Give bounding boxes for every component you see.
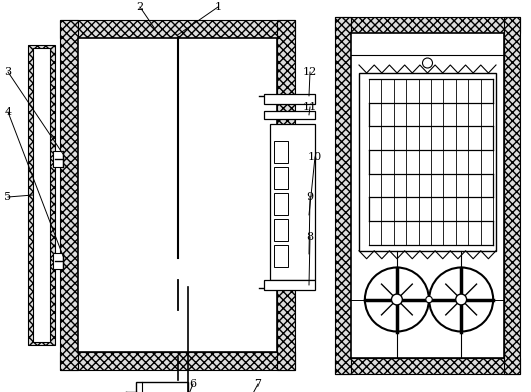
- Circle shape: [429, 267, 493, 332]
- Text: 6: 6: [190, 379, 196, 389]
- Bar: [264, 94, 315, 104]
- Bar: [270, 124, 315, 280]
- Bar: [264, 280, 315, 290]
- Circle shape: [423, 58, 433, 68]
- Bar: [33, 48, 50, 342]
- Bar: [60, 20, 295, 38]
- Bar: [277, 20, 295, 370]
- Bar: [274, 219, 288, 241]
- Bar: [78, 38, 277, 352]
- Bar: [60, 352, 295, 370]
- Text: 2: 2: [136, 2, 143, 12]
- Circle shape: [365, 267, 429, 332]
- Bar: [53, 253, 63, 269]
- Bar: [335, 17, 520, 33]
- Bar: [28, 45, 55, 345]
- Bar: [274, 141, 288, 163]
- Text: 11: 11: [303, 102, 317, 112]
- Bar: [359, 73, 496, 251]
- Text: 1: 1: [215, 2, 221, 12]
- Bar: [274, 245, 288, 267]
- Text: 8: 8: [306, 232, 314, 242]
- Bar: [264, 111, 315, 119]
- Bar: [60, 20, 78, 370]
- Text: 7: 7: [254, 379, 261, 389]
- Text: 5: 5: [4, 192, 12, 202]
- Text: 12: 12: [303, 67, 317, 77]
- Bar: [274, 167, 288, 189]
- Bar: [335, 358, 520, 374]
- Circle shape: [456, 294, 467, 305]
- Bar: [335, 17, 351, 374]
- Bar: [53, 151, 63, 167]
- Bar: [274, 193, 288, 215]
- Text: 10: 10: [308, 152, 322, 162]
- Bar: [504, 17, 520, 374]
- Text: 3: 3: [4, 67, 12, 77]
- Text: 4: 4: [4, 107, 12, 117]
- Bar: [351, 33, 504, 358]
- Text: 9: 9: [306, 192, 314, 202]
- Bar: [135, 382, 187, 392]
- Circle shape: [391, 294, 402, 305]
- Circle shape: [426, 296, 432, 303]
